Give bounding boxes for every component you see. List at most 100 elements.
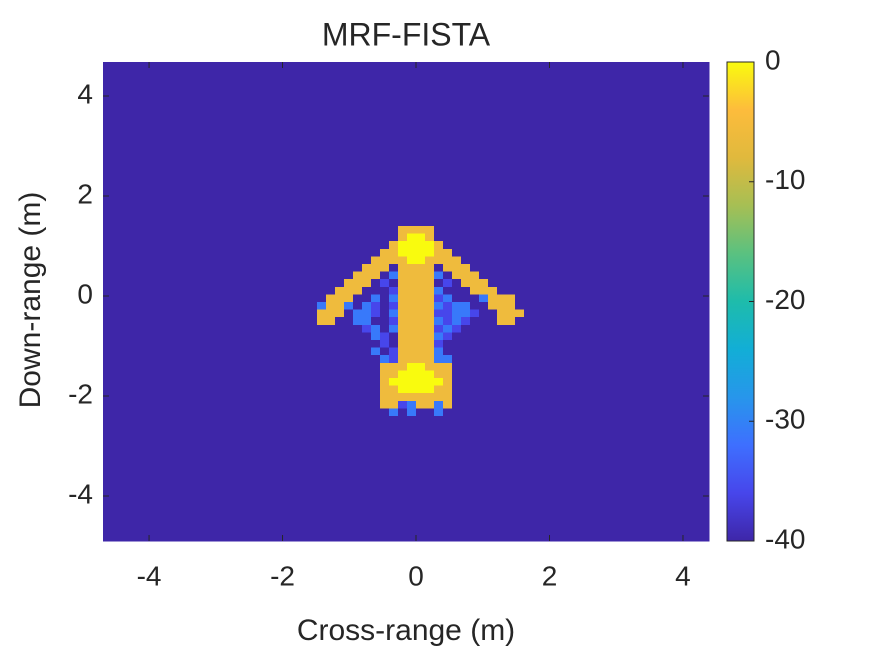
cell [416, 248, 426, 257]
cell [379, 408, 390, 417]
cell [434, 347, 444, 356]
cell [515, 340, 525, 349]
cell [316, 302, 327, 311]
cell [425, 317, 435, 326]
cell [515, 279, 525, 288]
cell [470, 226, 480, 235]
cell [524, 294, 710, 303]
cell [397, 347, 408, 356]
cell [334, 370, 345, 379]
cell [388, 248, 399, 257]
cell [515, 370, 525, 379]
cell [370, 226, 381, 235]
cell [352, 400, 363, 409]
cell [334, 393, 345, 402]
cell [488, 271, 498, 280]
cell [524, 309, 710, 318]
cell [515, 233, 525, 242]
cell [434, 294, 444, 303]
cell [316, 241, 327, 250]
cell [434, 378, 444, 387]
cell [470, 370, 480, 379]
cell [397, 355, 408, 364]
cell [397, 416, 408, 542]
cell [488, 302, 498, 311]
cell [515, 264, 525, 273]
cell [470, 302, 480, 311]
cell [443, 378, 453, 387]
cell [343, 347, 354, 356]
cell [479, 233, 489, 242]
cell [307, 324, 318, 333]
cell [524, 393, 710, 402]
cell [443, 279, 453, 288]
cell [316, 233, 327, 242]
cell [397, 378, 408, 387]
cell [316, 393, 327, 402]
cell [343, 264, 354, 273]
cell [497, 362, 507, 371]
cell [325, 324, 336, 333]
cell [325, 62, 336, 227]
cell [425, 279, 435, 288]
cell [434, 279, 444, 288]
cell [452, 233, 462, 242]
cell [506, 271, 516, 280]
cell [461, 226, 471, 235]
cell [388, 302, 399, 311]
cell [524, 347, 710, 356]
cell [352, 317, 363, 326]
cell [352, 271, 363, 280]
cell [497, 400, 507, 409]
cell [388, 62, 399, 227]
cell [325, 347, 336, 356]
cell [470, 355, 480, 364]
x-tick-label: 2 [542, 560, 558, 591]
cell [316, 385, 327, 394]
cell [343, 340, 354, 349]
cell [361, 294, 372, 303]
cell [397, 340, 408, 349]
cell [488, 370, 498, 379]
cell [316, 370, 327, 379]
cell [343, 362, 354, 371]
cell [352, 264, 363, 273]
cell [397, 256, 408, 265]
cell [307, 256, 318, 265]
cell [479, 271, 489, 280]
cell [488, 378, 498, 387]
cell [497, 385, 507, 394]
cell [488, 241, 498, 250]
cell [316, 286, 327, 295]
cell [379, 62, 390, 227]
cell [443, 264, 453, 273]
cell [397, 408, 408, 417]
cell [379, 416, 390, 542]
cell [361, 241, 372, 250]
cell [524, 248, 710, 257]
cell [370, 241, 381, 250]
cell [325, 317, 336, 326]
cell [470, 362, 480, 371]
cell [370, 340, 381, 349]
cell [488, 226, 498, 235]
cell [470, 264, 480, 273]
cell [488, 62, 498, 227]
cell [479, 340, 489, 349]
cell [388, 294, 399, 303]
cell [325, 309, 336, 318]
cell [325, 233, 336, 242]
cell [452, 385, 462, 394]
cell [470, 393, 480, 402]
cell [425, 332, 435, 341]
cell [443, 309, 453, 318]
cell [361, 226, 372, 235]
cell [388, 408, 399, 417]
cell [388, 340, 399, 349]
cell [479, 408, 489, 417]
cell [443, 241, 453, 250]
cell [316, 416, 327, 542]
cell [334, 302, 345, 311]
cell [425, 241, 435, 250]
cell [343, 279, 354, 288]
